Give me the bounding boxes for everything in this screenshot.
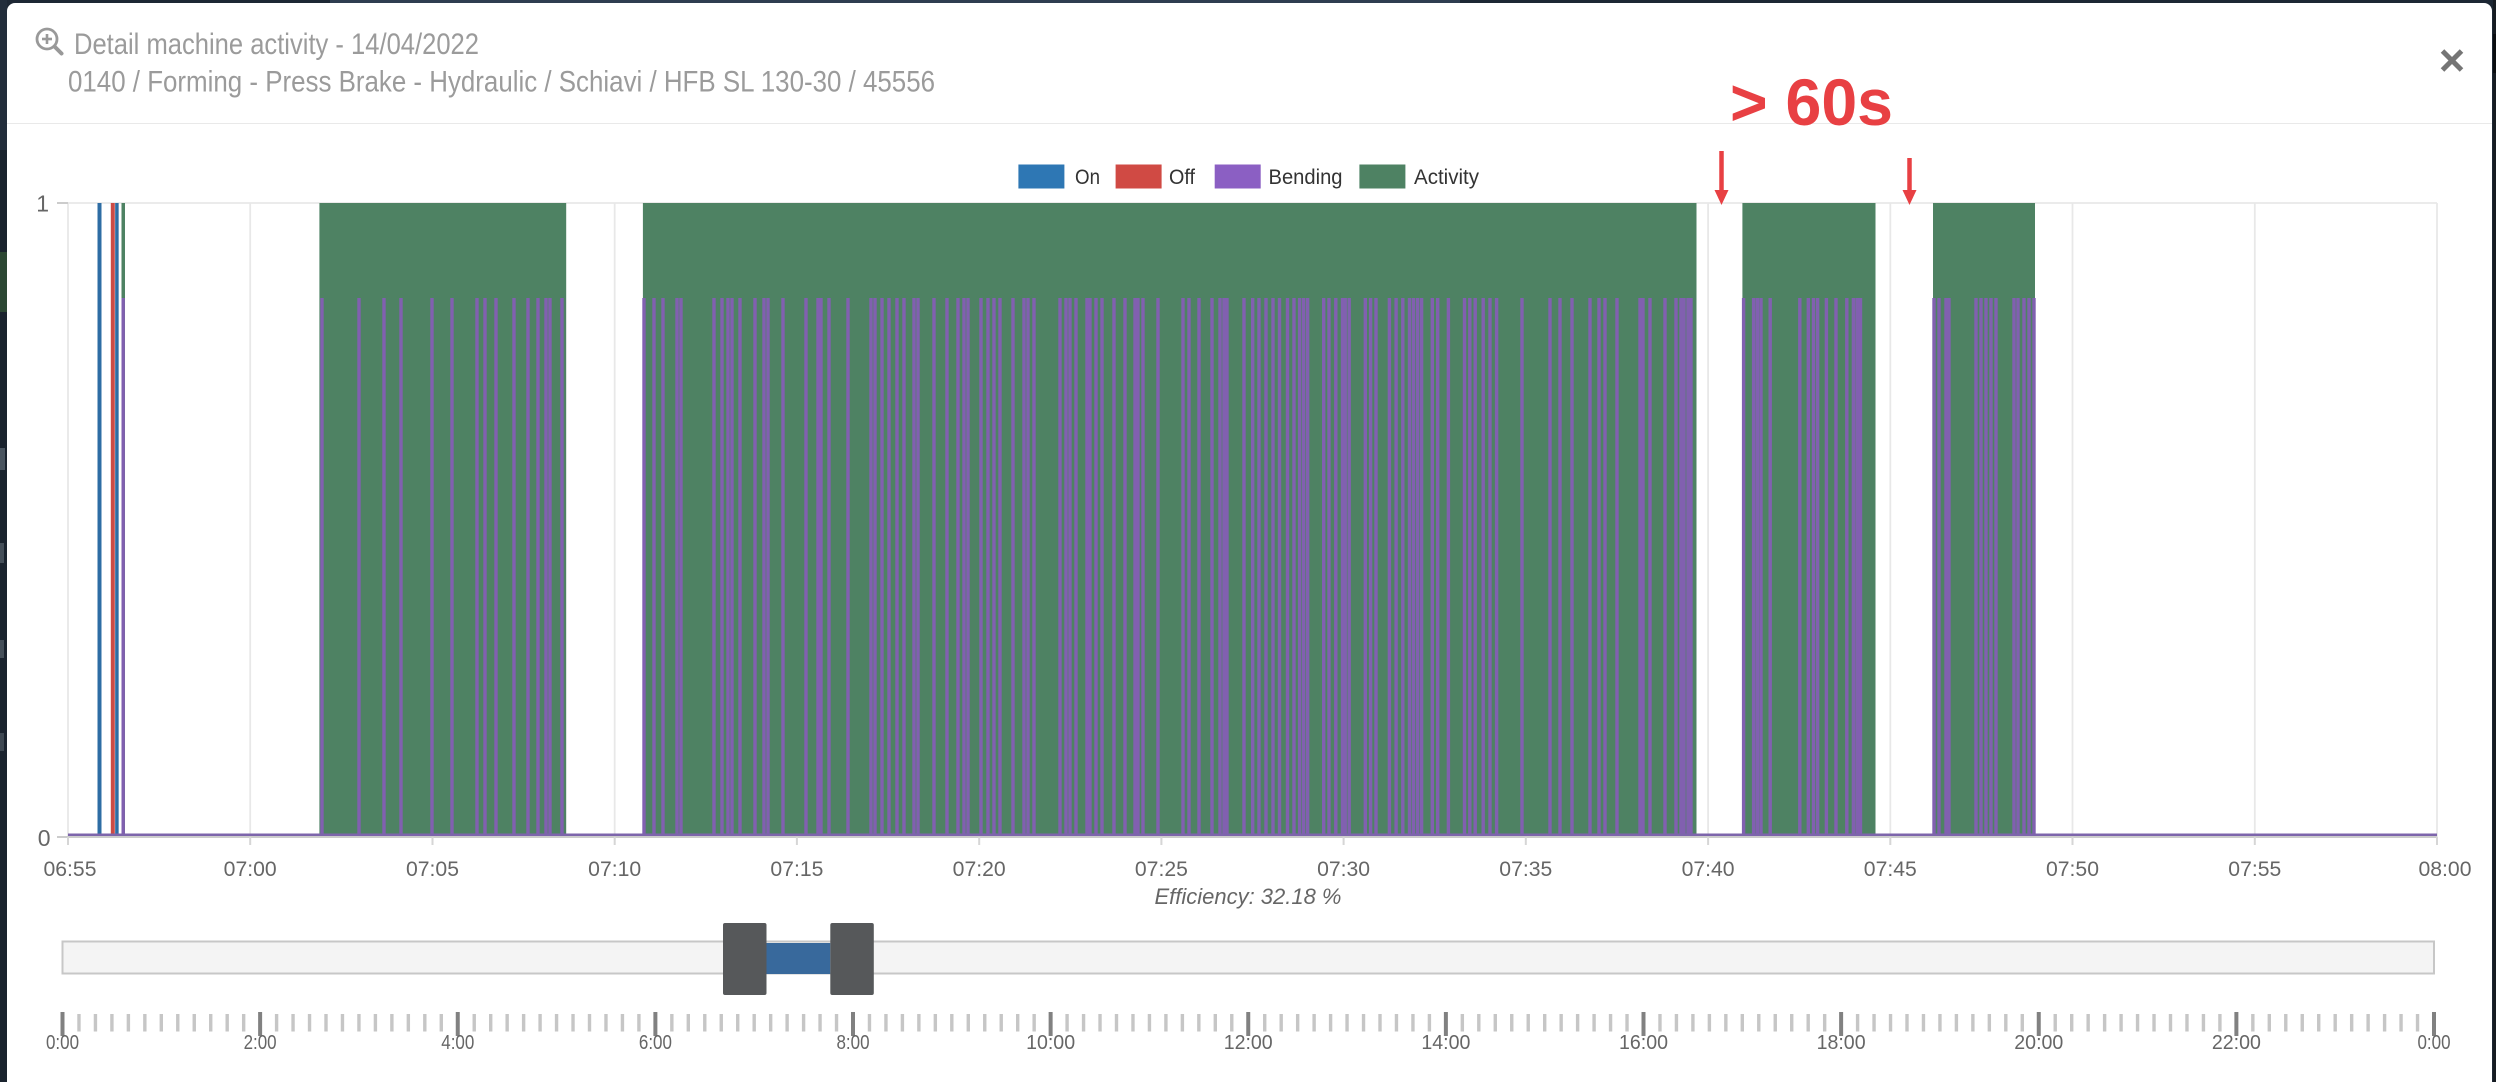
svg-text:0: 0 bbox=[38, 825, 51, 851]
svg-text:07:30: 07:30 bbox=[1317, 858, 1370, 881]
svg-text:18:00: 18:00 bbox=[1817, 1032, 1866, 1054]
svg-text:20:00: 20:00 bbox=[2014, 1032, 2063, 1054]
svg-text:14:00: 14:00 bbox=[1421, 1032, 1470, 1054]
svg-text:16:00: 16:00 bbox=[1619, 1032, 1668, 1054]
svg-text:8:00: 8:00 bbox=[837, 1032, 870, 1054]
svg-text:22:00: 22:00 bbox=[2212, 1032, 2261, 1054]
svg-text:07:00: 07:00 bbox=[224, 858, 277, 881]
svg-text:Activity: Activity bbox=[1414, 165, 1479, 189]
svg-text:07:35: 07:35 bbox=[1499, 858, 1552, 881]
svg-text:07:20: 07:20 bbox=[953, 858, 1006, 881]
svg-text:1: 1 bbox=[36, 191, 49, 217]
svg-text:07:40: 07:40 bbox=[1682, 858, 1735, 881]
svg-text:07:15: 07:15 bbox=[770, 858, 823, 881]
svg-text:10:00: 10:00 bbox=[1026, 1032, 1075, 1054]
svg-text:> 60s: > 60s bbox=[1730, 65, 1893, 139]
svg-text:07:50: 07:50 bbox=[2046, 858, 2099, 881]
svg-text:07:45: 07:45 bbox=[1864, 858, 1917, 881]
svg-text:0:00: 0:00 bbox=[2418, 1032, 2451, 1054]
svg-text:Detail machine activity - 14/0: Detail machine activity - 14/04/2022 bbox=[74, 28, 479, 61]
svg-text:Bending: Bending bbox=[1269, 165, 1343, 189]
svg-text:06:55: 06:55 bbox=[44, 858, 97, 881]
svg-text:4:00: 4:00 bbox=[441, 1032, 474, 1054]
svg-text:0:00: 0:00 bbox=[46, 1032, 79, 1054]
svg-text:2:00: 2:00 bbox=[244, 1032, 277, 1054]
svg-text:12:00: 12:00 bbox=[1224, 1032, 1273, 1054]
svg-text:07:05: 07:05 bbox=[406, 858, 459, 881]
svg-text:On: On bbox=[1075, 165, 1100, 189]
svg-text:08:00: 08:00 bbox=[2419, 858, 2472, 881]
svg-text:07:25: 07:25 bbox=[1135, 858, 1188, 881]
svg-text:6:00: 6:00 bbox=[639, 1032, 672, 1054]
svg-text:Off: Off bbox=[1169, 165, 1195, 189]
svg-text:0140 / Forming - Press Brake -: 0140 / Forming - Press Brake - Hydraulic… bbox=[68, 66, 935, 99]
svg-text:07:55: 07:55 bbox=[2228, 858, 2281, 881]
svg-text:Efficiency: 32.18 %: Efficiency: 32.18 % bbox=[1155, 884, 1342, 909]
svg-text:07:10: 07:10 bbox=[588, 858, 641, 881]
